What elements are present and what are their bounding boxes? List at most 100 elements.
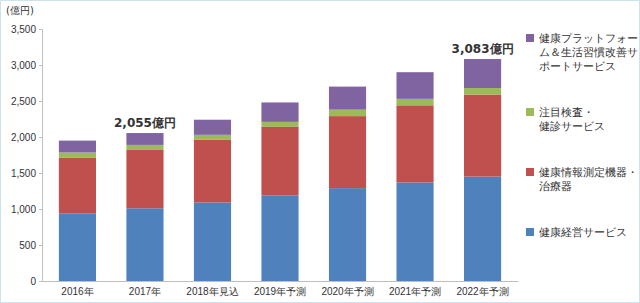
legend-label: 健康経営サービス [539,226,627,238]
bars [59,59,501,281]
legend-swatch [526,34,534,42]
y-tick-label: 1,500 [11,168,36,179]
legend-item: 健康経営サービス [526,226,627,238]
legend-label-line: ム＆生活習慣改善サ [539,46,638,58]
y-tick-mark [39,137,42,138]
x-tick: 2021年予測 [389,281,441,297]
y-tick-label: 2,000 [11,132,36,143]
x-axis-line [43,281,519,282]
y-tick: 500 [19,240,42,251]
legend-label: 注目検査・健診サービス [539,106,605,132]
y-tick: 2,000 [11,132,42,143]
y-tick: 3,000 [11,60,42,71]
bar [464,88,501,94]
bar [329,110,366,116]
legend-item: 注目検査・健診サービス [526,106,605,132]
bar [261,122,298,127]
plot: 05001,0001,5002,0002,5003,0003,5002016年2… [11,24,519,297]
bar [396,99,433,105]
x-tick: 2020年予測 [321,281,373,297]
y-tick-label: 2,500 [11,96,36,107]
y-tick-label: 1,000 [11,204,36,215]
bar [329,188,366,281]
y-tick-mark [39,281,42,282]
chart: 05001,0001,5002,0002,5003,0003,5002016年2… [0,0,640,303]
y-tick-mark [39,209,42,210]
bar [261,127,298,195]
x-tick-label: 2016年 [61,286,93,297]
y-tick: 1,500 [11,168,42,179]
y-tick-mark [39,29,42,30]
y-tick-mark [39,65,42,66]
y-axis-title: (億円) [6,5,34,16]
legend-label-line: 治療器 [539,180,572,192]
bar [194,140,231,203]
bar [261,102,298,121]
annotation: 2,055億円 [114,116,176,130]
y-tick-label: 0 [30,276,36,287]
bar [396,182,433,281]
legend-label: 健康プラットフォーム＆生活習慣改善サポートサービス [539,32,638,72]
legend-item: 健康プラットフォーム＆生活習慣改善サポートサービス [526,32,638,72]
y-tick: 0 [30,276,42,287]
annotation: 3,083億円 [452,42,514,56]
x-tick-label: 2020年予測 [321,286,373,297]
x-tick: 2016年 [61,281,93,297]
bar [464,95,501,177]
y-axis: 0 500 1,000 1,500 2,000 2,500 3,000 3,500 [11,24,43,287]
y-tick-label: 3,000 [11,60,36,71]
x-tick: 2019年予測 [254,281,306,297]
bar [126,208,163,281]
y-tick: 3,500 [11,24,42,35]
series [59,59,501,152]
legend-swatch [526,228,534,236]
x-tick-label: 2017年 [129,286,161,297]
x-tick: 2018年見込 [186,281,238,297]
y-tick-mark [39,101,42,102]
bar [59,141,96,153]
series [59,95,501,214]
bar [59,152,96,157]
x-tick-label: 2021年予測 [389,286,441,297]
bar [194,203,231,281]
x-tick-label: 2022年予測 [456,286,508,297]
y-tick-label: 500 [19,240,36,251]
x-tick: 2017年 [129,281,161,297]
y-tick-mark [39,173,42,174]
annotations: 2,055億円 3,083億円 [114,42,514,130]
bar [464,59,501,88]
legend-label-line: 健康情報測定機器・ [539,166,638,178]
legend-label-line: 健康プラットフォー [539,32,638,44]
y-tick: 1,000 [11,204,42,215]
bar [396,72,433,99]
bar [126,145,163,150]
bar [464,177,501,281]
bar [194,135,231,140]
y-tick-mark [39,245,42,246]
legend-swatch [526,108,534,116]
bar [194,120,231,135]
y-axis-line [39,30,43,282]
bar [59,213,96,281]
legend-label-line: 健康経営サービス [539,226,627,238]
legend-item: 健康情報測定機器・治療器 [526,166,638,192]
legend-label-line: 注目検査・ [539,106,594,118]
legend-label: 健康情報測定機器・治療器 [539,166,638,192]
bar [329,87,366,110]
legend-label-line: 健診サービス [539,120,605,132]
y-tick-label: 3,500 [11,24,36,35]
background [1,1,640,303]
x-axis: 2016年 2017年 2018年見込 2019年予測 2020年予測 2021年予測 20… [43,281,519,297]
x-tick-label: 2019年予測 [254,286,306,297]
y-tick: 2,500 [11,96,42,107]
series [59,88,501,157]
bar [126,133,163,145]
legend-swatch [526,168,534,176]
x-tick: 2022年予測 [456,281,508,297]
bar [261,195,298,281]
bar [59,158,96,214]
legend: 健康プラットフォーム＆生活習慣改善サポートサービス注目検査・健診サービス健康情報… [526,32,638,238]
legend-label-line: ポートサービス [539,60,616,72]
bar [126,150,163,208]
x-tick-label: 2018年見込 [186,286,238,297]
